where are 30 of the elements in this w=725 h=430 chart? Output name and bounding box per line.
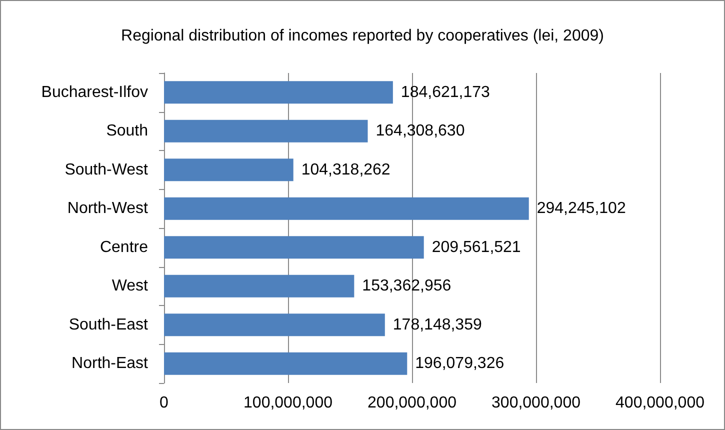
bar	[164, 197, 529, 220]
y-tick-label: South-West	[64, 161, 149, 178]
x-tick-label: 400,000,000	[616, 394, 705, 412]
x-tick-label: 100,000,000	[244, 394, 333, 412]
bar	[164, 352, 408, 375]
x-tick-label: 200,000,000	[368, 394, 457, 412]
data-label: 184,621,173	[400, 84, 490, 101]
data-label: 104,318,262	[301, 161, 390, 178]
bar	[164, 314, 385, 336]
data-label: 196,079,326	[415, 355, 504, 372]
data-label: 294,245,102	[536, 200, 626, 218]
y-tick-label: Bucharest-Ilfov	[41, 84, 148, 101]
data-label: 178,148,359	[392, 316, 482, 334]
y-tick-label: North-West	[67, 200, 149, 218]
data-label: 153,362,956	[362, 278, 452, 295]
x-tick-label: 300,000,000	[492, 394, 581, 412]
x-tick-label: 0	[160, 394, 169, 412]
bar	[164, 81, 393, 104]
y-tick-label: Centre	[100, 238, 148, 256]
y-tick-label: South-East	[68, 316, 149, 334]
bar	[164, 158, 294, 182]
data-label: 209,561,521	[432, 238, 521, 256]
bar	[164, 274, 354, 298]
y-tick-label: North-East	[72, 355, 149, 372]
y-tick-label: West	[112, 278, 149, 295]
y-tick-label: South	[106, 122, 148, 140]
data-label: 164,308,630	[376, 122, 465, 140]
bar	[164, 120, 368, 142]
bar	[164, 236, 424, 259]
chart-title: Regional distribution of incomes reported by cooperatives (lei, 2009)	[121, 28, 604, 44]
